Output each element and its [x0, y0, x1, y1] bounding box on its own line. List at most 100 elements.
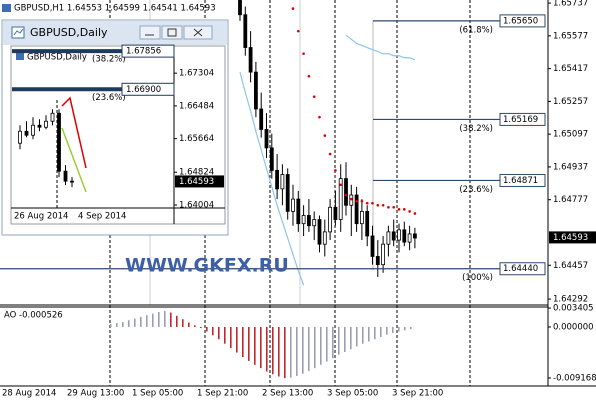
x-tick-label: 1 Sep 05:00 [132, 389, 183, 399]
ao-bar [410, 326, 412, 330]
sar-dot [297, 29, 300, 33]
candle-body [317, 219, 322, 245]
fib-label: (38.2%) [92, 55, 126, 65]
candle-body [328, 206, 333, 233]
ao-bar [296, 326, 298, 376]
fib-price-box [499, 14, 546, 28]
window-icon-glyph [13, 28, 24, 36]
inset-symbol-icon [16, 53, 24, 60]
candle-body [259, 108, 264, 130]
ao-bar [158, 311, 160, 327]
candle-body [402, 229, 407, 243]
ao-bar [140, 316, 142, 327]
ao-bar [194, 325, 196, 327]
ao-bar [266, 326, 268, 372]
candle-body [50, 112, 55, 122]
ao-bar [242, 326, 244, 358]
x-tick-label: 3 Sep 21:00 [392, 389, 443, 399]
ao-bar [368, 326, 370, 342]
fib-label: (38.2%) [459, 124, 493, 134]
sar-dot [408, 210, 411, 213]
ao-bar [116, 323, 118, 327]
candle-body [312, 219, 317, 227]
x-tick-label: 1 Sep 21:00 [197, 389, 248, 399]
close-glyph [193, 28, 203, 37]
candle-body [57, 112, 61, 172]
fib-price-label: 1.66900 [126, 85, 161, 95]
ao-bar [200, 326, 202, 329]
ao-bar [272, 326, 274, 375]
ao-bar [218, 326, 220, 340]
fib-price-box [121, 82, 175, 96]
candle-body [344, 178, 348, 206]
ao-bar [224, 326, 226, 344]
ao-bar [278, 326, 280, 377]
y-tick-label: 0.000000 [553, 322, 594, 332]
ao-bar [206, 326, 208, 332]
sar-dot [371, 201, 374, 205]
ao-bar [392, 326, 394, 334]
y-tick-label: 1.64004 [179, 200, 214, 210]
ao-bar [350, 326, 352, 350]
candle-body [280, 174, 285, 190]
fib-price-label: 1.67856 [126, 47, 161, 57]
ao-bar [356, 326, 358, 347]
ao-bar [212, 326, 214, 336]
candle-body [381, 243, 386, 266]
fib-label: (23.6%) [92, 93, 126, 103]
candle-body [391, 231, 396, 241]
y-tick-label: 1.64937 [553, 162, 588, 172]
fib-price-label: 1.64871 [503, 176, 538, 186]
ao-bar [128, 320, 130, 327]
ao-bar [326, 326, 328, 362]
candle-body [386, 231, 391, 245]
y-tick-label: 1.66484 [179, 101, 214, 111]
sar-dot [350, 197, 353, 201]
ao-bar [302, 326, 304, 374]
window-icon [11, 26, 25, 39]
candle-body [365, 210, 370, 237]
ao-bar [110, 324, 112, 327]
watermark: WWW.GKFX.RU [125, 255, 289, 277]
ao-bar [338, 326, 340, 355]
y-tick-label: 1.64292 [553, 295, 588, 305]
candle-body [333, 206, 338, 220]
sar-dot [392, 205, 396, 209]
sar-dot [334, 169, 337, 172]
y-tick-label: 1.64824 [179, 168, 214, 178]
ao-bar [182, 319, 184, 327]
daily-window[interactable]: GBPUSD,Daily GBPUSD,Daily 1.67304 1.66484… [1, 19, 229, 236]
sar-dot [365, 201, 369, 205]
sar-dot [302, 52, 305, 55]
ao-bar [314, 326, 316, 369]
inset-plot [10, 45, 226, 225]
band-lower [239, 71, 305, 286]
sar-dot [403, 208, 406, 211]
y-tick-label: 1.65257 [553, 97, 588, 107]
ao-bar [164, 310, 166, 327]
candle-body [63, 170, 68, 182]
candle-body [44, 120, 48, 128]
current-price-box [549, 231, 596, 244]
candle-body [338, 178, 343, 220]
candle-body [285, 174, 290, 212]
sar-dot [376, 203, 380, 207]
ao-bar [386, 326, 388, 335]
sar-dot [381, 203, 385, 207]
x-tick-label: 3 Sep 05:00 [327, 389, 378, 399]
sar-dot [339, 183, 343, 187]
y-tick-label: -0.009168 [553, 373, 596, 383]
candle-body [70, 180, 74, 183]
fib-label: (23.6%) [459, 185, 493, 195]
ao-bar [236, 326, 238, 353]
ao-bar [188, 322, 190, 327]
minimize-button[interactable] [139, 25, 161, 40]
candle-body [264, 129, 269, 149]
sar-dot [355, 199, 358, 203]
maximize-button[interactable] [161, 25, 183, 40]
candle-body [31, 124, 35, 136]
sar-dot [387, 205, 390, 209]
sar-dot [312, 95, 316, 98]
fib-label: (61.8%) [459, 25, 493, 35]
